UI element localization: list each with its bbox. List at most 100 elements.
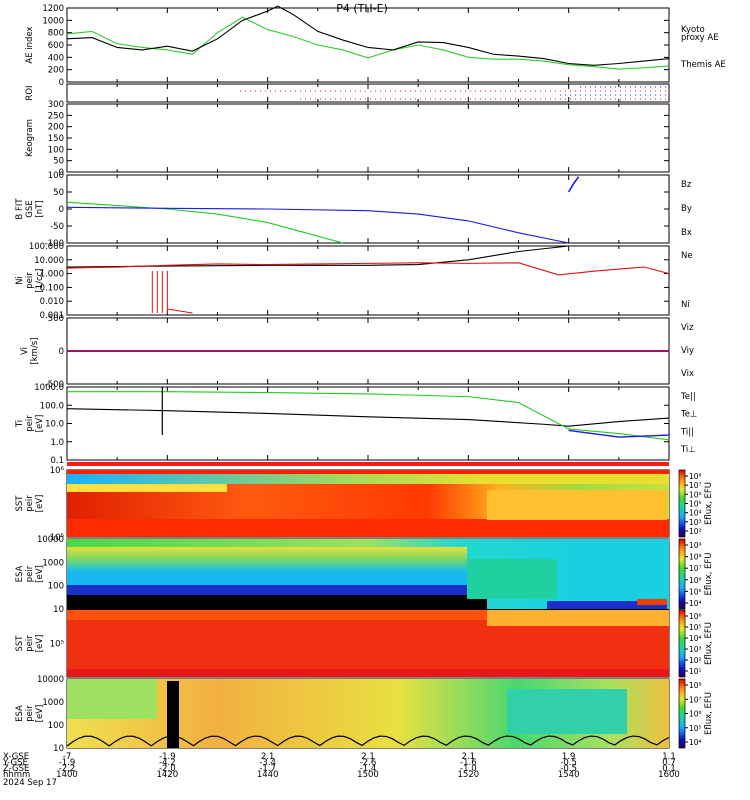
ylabel-esa_e-0: ESA [15,565,25,582]
ylabel-esa_i-1: peir [25,705,35,722]
ylabel-density-2: [1/cc] [35,268,45,292]
legend-density-1: Ni [681,300,690,310]
legend-ae-1: proxy AE [681,33,719,43]
panel-frame-keogram [66,103,670,173]
panel-frame-temperature [66,386,670,461]
series-ti- [67,391,670,441]
esa-electron-transition [467,559,557,599]
ylabel-density-0: Ni [15,276,25,285]
ytick-label: 1.000 [40,270,64,280]
footer-row-label-2: Z-GSE [3,764,29,774]
colorbar-tick-label: 10⁶ [689,612,702,621]
series-bz [567,176,580,193]
ytick-label: 200 [48,66,64,76]
ytick-label: 0 [59,347,64,357]
ytick-label: 10.000 [34,256,64,266]
colorbar-tick-label: 10⁴ [689,599,702,608]
ytick-label: -500 [45,380,64,390]
ytick-label: 10.0 [45,420,64,430]
ylabel-density-1: peir [25,272,35,289]
esa-electron-lower-band [67,571,467,585]
ylabel-esa_i-2: [eV] [35,705,45,723]
footer-value: 2.1 [462,752,476,762]
ytick-label: 100 [48,582,64,592]
colorbar-tick-label: 10⁷ [689,695,702,704]
ylabel-bfit-2: [nT] [35,200,45,217]
ylabel-esa_i-0: ESA [15,705,25,722]
colorbar-tick-label: 10⁴ [689,634,702,643]
colorbar-tick-label: 10⁵ [689,623,702,632]
footer-value: 1520 [458,770,480,780]
footer-value: 2.1 [261,752,275,762]
series-te- [66,408,670,427]
ylabel-roi-0: ROI [25,85,35,100]
esa-electron-floor-dark [67,595,487,609]
sst-electron-top-strip [67,470,669,474]
colorbar-tick-label: 10³ [689,518,702,527]
colorbar-tick-label: 10⁶ [689,490,702,499]
colorbar-tick-label: 10⁶ [689,710,702,719]
colorbar-tick-label: 10⁷ [689,564,702,573]
ytick-label: 0.010 [40,297,64,307]
ytick-label: 10⁵ [50,640,64,650]
footer-value: 1600 [658,770,680,780]
colorbar-esa_e [678,538,686,610]
colorbar-tick-label: 10² [689,527,702,536]
ytick-label: 100.0 [40,401,64,411]
ytick-label: 1.0 [50,438,64,448]
series-by [66,201,344,244]
footer-value: 0.1 [662,764,676,774]
sst-electron-band [67,484,227,492]
footer-value: -1.0 [460,764,477,774]
colorbar-tick-label: 10⁴ [689,738,702,747]
ytick-label: 400 [48,53,64,63]
esa-ion-data-gap [167,681,179,748]
colorbar-label: Eflux, EFU [704,622,714,665]
footer-value: -4.2 [159,758,176,768]
ytick-label: 0.001 [40,311,64,321]
ylabel-esa_e-1: peir [25,565,35,582]
footer-value: -2.0 [159,764,176,774]
sst-electron-low-energy-band [67,519,669,537]
footer-row-label-4: 2024 Sep 17 [3,778,57,788]
ytick-label: 10 [53,744,64,754]
footer-value: -1.9 [159,752,176,762]
ytick-label: 150 [48,134,64,144]
legend-density-0: Ne [681,251,693,261]
esa-ion-patch-2 [507,689,627,734]
legend-velocity-1: Viy [681,346,694,356]
footer-value: -1.7 [259,764,276,774]
ytick-label: 0 [59,78,64,88]
ytick-label: 10000 [37,535,64,545]
ytick-label: 10⁶ [50,466,65,476]
ylabel-sst_i-0: SST [15,635,25,652]
legend-ae-0: Kyoto [681,25,705,35]
footer-value: -2.6 [360,758,377,768]
ytick-label: 100 [48,721,64,731]
colorbar-tick-label: 10⁸ [689,553,702,562]
esa-ion-patch-1 [67,679,157,719]
footer-row-label-0: X-GSE [3,752,29,762]
ytick-label: 50 [53,188,64,198]
legend-temperature-0: Te|| [680,392,696,402]
ylabel-temperature-0: Ti [15,420,25,428]
ytick-label: -100 [45,239,64,249]
content-layer [66,5,670,748]
footer-value: -1.6 [460,758,477,768]
series-ne [66,262,670,276]
colorbar-label: Eflux, EFU [704,552,714,595]
ylabel-sst_e-2: [eV] [35,495,45,513]
ytick-label: 250 [48,111,64,121]
ylabel-bfit-0: B FIT [15,198,25,220]
colorbar-tick-label: 10⁸ [689,681,702,690]
footer-value: -1.4 [360,764,377,774]
sst-electron-patch [487,490,667,520]
ytick-label: 1000 [42,698,64,708]
ytick-label: 800 [48,29,64,39]
ytick-label: 1000 [42,16,64,26]
colorbar-tick-label: 10³ [689,645,702,654]
legend-temperature-2: Ti|| [680,427,694,437]
colorbar-tick-label: 10⁵ [689,724,702,733]
ylabel-sst_e-1: peir [25,495,35,512]
